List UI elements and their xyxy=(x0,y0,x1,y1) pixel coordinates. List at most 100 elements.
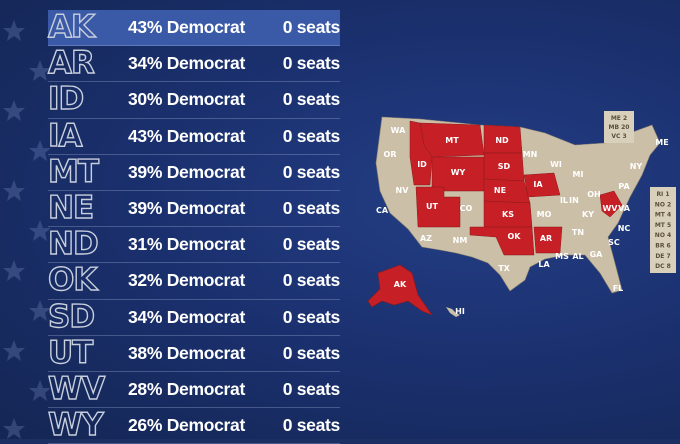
east-box-entry: MT 5 xyxy=(655,222,671,229)
state-abbr: IA xyxy=(47,117,83,154)
map-label-al: AL xyxy=(572,252,583,261)
east-box-entry: BR 6 xyxy=(655,243,670,250)
state-abbr: OK xyxy=(47,262,98,299)
table-row: UT 38% Democrat 0 seats xyxy=(47,336,341,372)
table-row: WY 26% Democrat 0 seats xyxy=(47,407,341,444)
table-row: WV 28% Democrat 0 seats xyxy=(47,370,340,409)
state-abbr: NE xyxy=(47,190,95,227)
east-box-entry: DE 7 xyxy=(655,253,670,260)
seats-count: 0 seats xyxy=(282,342,341,363)
east-legend-box xyxy=(650,187,676,273)
map-label-hi: HI xyxy=(455,307,465,316)
table-row: ND 31% Democrat 0 seats xyxy=(47,226,341,264)
democrat-percent: 30% Democrat xyxy=(128,89,246,110)
map-label-ks: KS xyxy=(502,210,514,219)
state-abbr: AR xyxy=(47,45,95,82)
democrat-percent: 43% Democrat xyxy=(128,125,246,146)
ne-box-entry: ME 2 xyxy=(611,115,627,122)
map-label-ar: AR xyxy=(540,234,552,243)
state-ne xyxy=(483,178,531,204)
table-row: AR 34% Democrat 0 seats xyxy=(47,45,341,83)
seats-count: 0 seats xyxy=(282,53,341,74)
table-row: MT 39% Democrat 0 seats xyxy=(47,153,341,191)
state-abbr: SD xyxy=(47,298,95,335)
map-label-ut: UT xyxy=(426,202,438,211)
map-label-ny: NY xyxy=(630,162,643,171)
state-abbr: ND xyxy=(47,226,99,263)
state-hi xyxy=(446,307,460,317)
state-ia xyxy=(523,172,561,198)
map-label-ia: IA xyxy=(533,180,543,189)
map-label-mo: MO xyxy=(537,210,552,219)
seats-count: 0 seats xyxy=(282,270,341,291)
seats-count: 0 seats xyxy=(282,234,341,255)
state-abbr: MT xyxy=(47,153,99,190)
ne-box-entry: MB 20 xyxy=(609,124,630,131)
map-label-id: ID xyxy=(417,160,427,169)
map-label-ca: CA xyxy=(376,206,389,215)
table-row: AK 43% Democrat 0 seats xyxy=(47,9,341,47)
us-map: WA OR ID MT WY NV UT CA AZ CO NM ND SD NE KS OK TX MN IA MO… xyxy=(367,111,676,317)
state-ok xyxy=(469,226,535,256)
map-label-ne: NE xyxy=(494,186,506,195)
seats-count: 0 seats xyxy=(282,89,341,110)
table-row: IA 43% Democrat 0 seats xyxy=(47,117,341,155)
map-label-nd: ND xyxy=(495,136,509,145)
map-label-nc: NC xyxy=(618,224,631,233)
democrat-percent: 26% Democrat xyxy=(128,415,246,436)
state-ut xyxy=(415,186,461,228)
map-label-ky: KY xyxy=(582,210,594,219)
seats-count: 0 seats xyxy=(282,17,341,38)
state-abbr: WY xyxy=(47,407,104,444)
east-box-entry: NO 4 xyxy=(655,232,671,239)
map-label-sc: SC xyxy=(608,238,620,247)
table-row: ID 30% Democrat 0 seats xyxy=(47,81,341,119)
democrat-percent: 39% Democrat xyxy=(128,198,246,219)
democrat-percent: 34% Democrat xyxy=(128,53,246,74)
map-label-va: VA xyxy=(618,204,631,213)
map-label-nv: NV xyxy=(396,186,410,195)
map-label-ms: MS xyxy=(555,252,569,261)
democrat-percent: 28% Democrat xyxy=(128,378,246,399)
ne-box-entry: VC 3 xyxy=(611,133,626,140)
seats-count: 0 seats xyxy=(282,198,341,219)
east-box-entry: DC 8 xyxy=(655,263,671,270)
map-label-wv: WV xyxy=(602,204,618,213)
democrat-percent: 34% Democrat xyxy=(128,306,246,327)
map-label-tx: TX xyxy=(498,264,510,273)
map-label-wy: WY xyxy=(451,168,466,177)
star-pattern xyxy=(3,20,51,439)
map-label-me: ME xyxy=(655,138,668,147)
map-label-tn: TN xyxy=(572,228,584,237)
state-wv xyxy=(599,190,623,218)
democrat-percent: 39% Democrat xyxy=(128,161,246,182)
seats-count: 0 seats xyxy=(282,306,341,327)
map-label-ok: OK xyxy=(508,232,522,241)
map-label-wa: WA xyxy=(391,126,406,135)
table-row: OK 32% Democrat 0 seats xyxy=(47,262,341,300)
map-label-mi: MI xyxy=(573,170,584,179)
map-label-ak: AK xyxy=(394,280,407,289)
state-abbr: WV xyxy=(47,370,106,407)
map-label-mt: MT xyxy=(445,136,459,145)
map-label-co: CO xyxy=(460,204,473,213)
state-abbr: ID xyxy=(47,81,85,118)
map-label-ga: GA xyxy=(590,250,604,259)
map-label-nm: NM xyxy=(453,236,468,245)
ne-legend-box xyxy=(604,111,634,143)
map-label-wi: WI xyxy=(550,160,562,169)
map-label-fl: FL xyxy=(613,284,624,293)
state-abbr: AK xyxy=(47,9,95,46)
map-label-la: LA xyxy=(538,260,550,269)
seats-count: 0 seats xyxy=(282,161,341,182)
map-label-or: OR xyxy=(384,150,397,159)
seats-count: 0 seats xyxy=(282,125,341,146)
table-row: SD 34% Democrat 0 seats xyxy=(47,298,341,336)
results-table: AK 43% Democrat 0 seats AR 34% Democrat 0 sea… xyxy=(47,9,341,444)
map-label-pa: PA xyxy=(618,182,630,191)
democrat-percent: 31% Democrat xyxy=(128,234,246,255)
state-id xyxy=(409,120,433,186)
democrat-percent: 32% Democrat xyxy=(128,270,246,291)
seats-count: 0 seats xyxy=(282,415,341,436)
table-row: NE 39% Democrat 0 seats xyxy=(47,190,341,228)
